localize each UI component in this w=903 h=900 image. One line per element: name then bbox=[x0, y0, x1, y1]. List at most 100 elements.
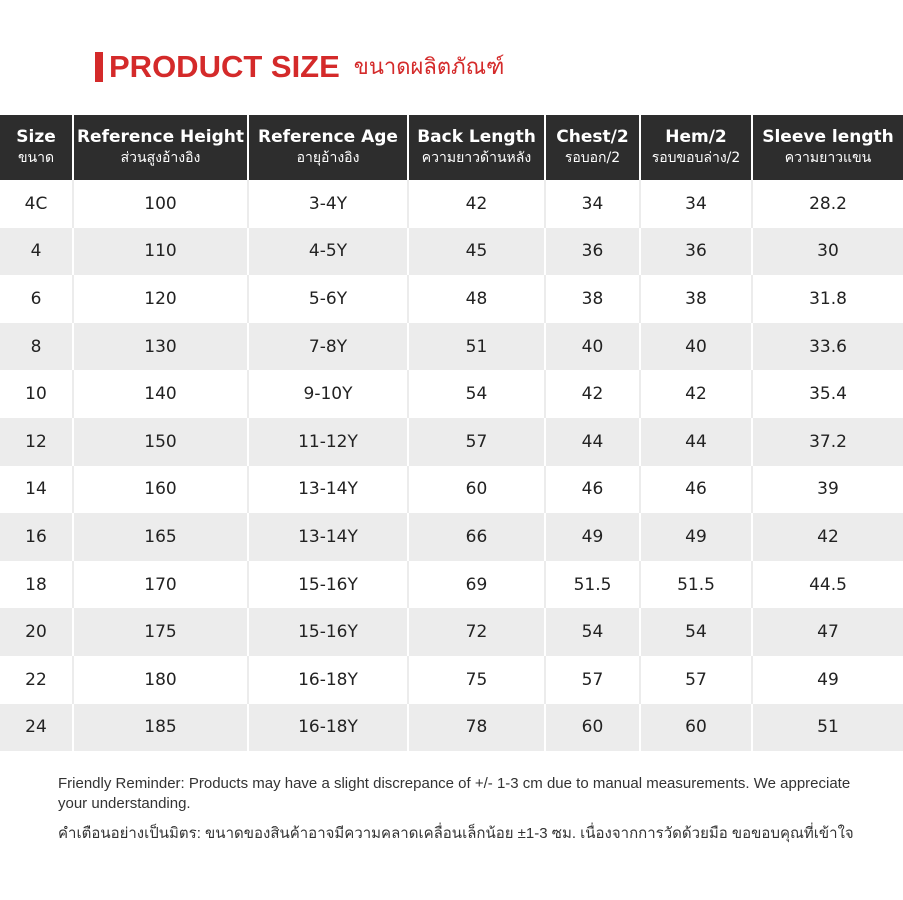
table-row: 14 160 13-14Y 60 46 46 39 bbox=[0, 465, 903, 514]
table-cell: 33.6 bbox=[752, 322, 903, 371]
table-cell: 16-18Y bbox=[248, 655, 409, 704]
table-cell: 13-14Y bbox=[248, 465, 409, 514]
table-cell: 11-12Y bbox=[248, 417, 409, 466]
table-row: 24 185 16-18Y 78 60 60 51 bbox=[0, 703, 903, 752]
column-header: Reference Age อายุอ้างอิง bbox=[248, 115, 409, 180]
table-cell: 57 bbox=[408, 417, 546, 466]
table-cell: 51.5 bbox=[545, 560, 641, 609]
table-cell: 4 bbox=[0, 227, 74, 276]
table-row: 8 130 7-8Y 51 40 40 33.6 bbox=[0, 322, 903, 371]
table-cell: 36 bbox=[545, 227, 641, 276]
table-cell: 45 bbox=[408, 227, 546, 276]
column-header-en: Hem/2 bbox=[665, 126, 727, 147]
table-cell: 10 bbox=[0, 370, 74, 418]
table-row: 10 140 9-10Y 54 42 42 35.4 bbox=[0, 370, 903, 418]
table-cell: 13-14Y bbox=[248, 513, 409, 561]
column-header: Reference Height ส่วนสูงอ้างอิง bbox=[73, 115, 249, 180]
column-header-en: Size bbox=[16, 126, 56, 147]
column-header-th: ขนาด bbox=[17, 149, 55, 166]
column-header: Chest/2 รอบอก/2 bbox=[545, 115, 641, 180]
column-header: Hem/2 รอบขอบล่าง/2 bbox=[640, 115, 753, 180]
table-cell: 49 bbox=[640, 513, 753, 561]
table-cell: 51 bbox=[408, 322, 546, 371]
table-row: 12 150 11-12Y 57 44 44 37.2 bbox=[0, 417, 903, 466]
table-cell: 22 bbox=[0, 655, 74, 704]
table-cell: 35.4 bbox=[809, 384, 847, 405]
table-cell: 37.2 bbox=[752, 417, 903, 466]
column-header-en: Reference Height bbox=[76, 126, 245, 147]
table-cell: 5-6Y bbox=[248, 275, 409, 323]
table-cell: 42 bbox=[545, 370, 641, 418]
table-row: 18 170 15-16Y 69 51.5 51.5 44.5 bbox=[0, 560, 903, 609]
table-cell: 9-10Y bbox=[248, 370, 409, 418]
table-cell: 160 bbox=[73, 465, 249, 514]
header-row: Size ขนาด Reference Height ส่วนสูงอ้างอิง Re… bbox=[0, 115, 903, 180]
column-header: Sleeve length ความยาวแขน bbox=[752, 115, 903, 180]
table-cell: 38 bbox=[545, 275, 641, 323]
table-cell: 28.2 bbox=[809, 193, 847, 214]
column-header: Back Length ความยาวด้านหลัง bbox=[408, 115, 546, 180]
column-header-th: รอบอก/2 bbox=[564, 149, 621, 166]
table-body: 4C 100 3-4Y 42 34 34 28.2 4 110 4-5Y 45 36 36 30 6 120 5… bbox=[0, 180, 903, 752]
table-cell: 4C bbox=[0, 180, 74, 228]
table-cell: 8 bbox=[0, 322, 74, 371]
table-cell: 34 bbox=[640, 180, 753, 228]
size-table: Size ขนาด Reference Height ส่วนสูงอ้างอิง Re… bbox=[0, 115, 903, 752]
table-cell: 36 bbox=[640, 227, 753, 276]
table-cell: 38 bbox=[640, 275, 753, 323]
table-cell: 42 bbox=[752, 513, 903, 561]
table-cell: 18 bbox=[0, 560, 74, 609]
table-cell: 140 bbox=[73, 370, 249, 418]
table-cell: 46 bbox=[640, 465, 753, 514]
table-cell: 170 bbox=[73, 560, 249, 609]
column-header-en: Back Length bbox=[417, 126, 536, 147]
table-cell: 47 bbox=[752, 608, 903, 656]
title: PRODUCT SIZE bbox=[109, 49, 340, 84]
table-cell: 3-4Y bbox=[248, 180, 409, 228]
table-cell: 7-8Y bbox=[248, 322, 409, 371]
table-cell: 16 bbox=[0, 513, 74, 561]
column-header-en: Sleeve length bbox=[762, 126, 894, 147]
table-cell: 15-16Y bbox=[248, 560, 409, 609]
table-cell: 44 bbox=[545, 417, 641, 466]
note-th: คำเตือนอย่างเป็นมิตร: ขนาดของสินค้าอาจมี… bbox=[58, 825, 854, 842]
table-cell: 150 bbox=[73, 417, 249, 466]
table-cell: 60 bbox=[640, 703, 753, 752]
column-header-th: ความยาวแขน bbox=[784, 149, 872, 166]
table-cell: 34 bbox=[545, 180, 641, 228]
table-cell: 180 bbox=[73, 655, 249, 704]
table-cell: 15-16Y bbox=[248, 608, 409, 656]
table-cell: 51.5 bbox=[640, 560, 753, 609]
table-cell: 51 bbox=[752, 703, 903, 752]
table-cell: 100 bbox=[73, 180, 249, 228]
table-cell: 30 bbox=[752, 227, 903, 276]
table-cell: 66 bbox=[408, 513, 546, 561]
table-cell: 48 bbox=[408, 275, 546, 323]
table-cell: 14 bbox=[0, 465, 74, 514]
table-cell: 20 bbox=[0, 608, 74, 656]
table-cell: 69 bbox=[408, 560, 546, 609]
column-header-en: Chest/2 bbox=[556, 126, 629, 147]
table-cell: 42 bbox=[408, 180, 546, 228]
table-cell: 46 bbox=[545, 465, 641, 514]
table-cell: 6 bbox=[0, 275, 74, 323]
title-bar bbox=[95, 52, 103, 82]
table-cell: 185 bbox=[73, 703, 249, 752]
table-cell: 120 bbox=[73, 275, 249, 323]
table-cell: 165 bbox=[73, 513, 249, 561]
table-row: 20 175 15-16Y 72 54 54 47 bbox=[0, 608, 903, 656]
table-cell: 72 bbox=[408, 608, 546, 656]
table-cell: 60 bbox=[545, 703, 641, 752]
note-en: Friendly Reminder: Products may have a s… bbox=[58, 775, 851, 812]
table-cell: 39 bbox=[817, 479, 839, 500]
table-cell: 40 bbox=[545, 322, 641, 371]
table-cell: 31.8 bbox=[809, 288, 847, 309]
table-cell: 49 bbox=[545, 513, 641, 561]
table-cell: 130 bbox=[73, 322, 249, 371]
table-row: 4C 100 3-4Y 42 34 34 28.2 bbox=[0, 180, 903, 228]
table-cell: 49 bbox=[817, 669, 839, 690]
table-cell: 175 bbox=[73, 608, 249, 656]
column-header-th: ส่วนสูงอ้างอิง bbox=[120, 149, 201, 166]
table-cell: 60 bbox=[408, 465, 546, 514]
